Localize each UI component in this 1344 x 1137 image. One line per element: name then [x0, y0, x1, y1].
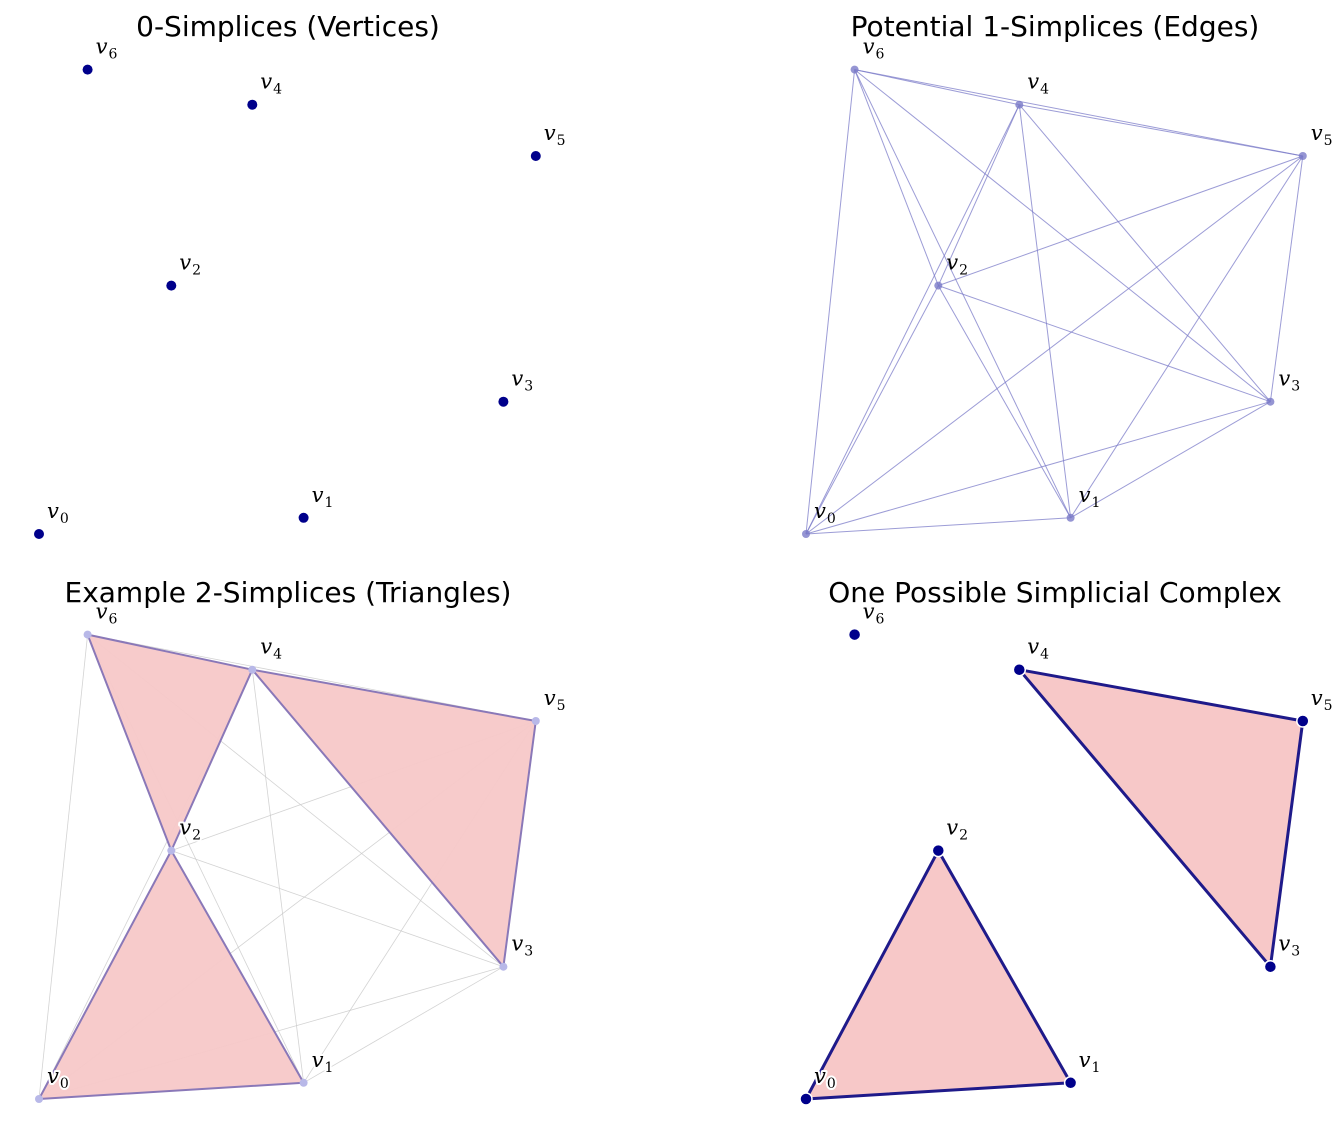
vertex-label-v5: v5 — [1311, 121, 1333, 149]
vertex-v5 — [531, 717, 540, 725]
edge-v2-v5 — [938, 155, 1303, 287]
vertex-label-v5: v5 — [1311, 686, 1333, 714]
panel-title-edges: Potential 1-Simplices (Edges) — [851, 10, 1260, 43]
vertex-label-v4: v4 — [1027, 635, 1049, 663]
vertex-label-v6: v6 — [863, 600, 885, 628]
edge-v1-v3 — [1070, 401, 1271, 519]
vertex-label-v3: v3 — [511, 367, 533, 395]
panel-title-triangles: Example 2-Simplices (Triangles) — [65, 576, 512, 609]
vertex-label-v6: v6 — [96, 35, 118, 63]
edge-v0-v6 — [805, 69, 856, 535]
edge-v1-v2 — [937, 285, 1072, 519]
complex-triangle-v0-v1-v2 — [804, 849, 1073, 1101]
vertex-label-v2: v2 — [179, 816, 201, 844]
edge-v0-v3 — [805, 401, 1271, 535]
panel-vertices: 0-Simplices (Vertices) v0 v1 v2 v3 v4 v5 v6 — [34, 10, 566, 539]
vertex-v3 — [1266, 397, 1275, 406]
vertex-v1 — [1063, 1076, 1078, 1090]
edge-v2-v6 — [854, 69, 939, 286]
vertex-v6 — [847, 627, 862, 642]
complex-triangle-v3-v4-v5 — [1017, 668, 1305, 969]
triangle-v2-v4-v6 — [86, 633, 254, 852]
edge-v0-v4 — [805, 104, 1020, 535]
vertex-v6 — [82, 64, 93, 75]
panel-title-complex: One Possible Simplicial Complex — [828, 576, 1282, 609]
vertex-label-v0: v0 — [814, 499, 836, 527]
edge-v1-v4 — [1018, 104, 1072, 518]
panel-complex-layer: v0 v1 v2 v3 v4 v5 v6 — [799, 598, 1335, 1106]
vertex-v3 — [498, 396, 509, 407]
edge-v5-v6 — [854, 69, 1303, 157]
panel-triangles: Example 2-Simplices (Triangles) v0 v1 v2 v3… — [35, 576, 568, 1103]
edge-v0-v5 — [805, 155, 1304, 535]
vertex-v2 — [166, 280, 177, 291]
vertex-v1 — [298, 512, 309, 523]
vertex-label-v0: v0 — [47, 499, 69, 527]
vertex-v4 — [1015, 100, 1024, 109]
vertex-label-v4: v4 — [260, 70, 282, 98]
vertex-v5 — [530, 151, 541, 161]
panel-complex: One Possible Simplicial Complex v0 v1 v2 v3… — [799, 576, 1335, 1106]
faint-edge-v1-v4 — [251, 669, 304, 1083]
vertex-label-v6: v6 — [96, 600, 118, 628]
vertex-label-v0: v0 — [47, 1064, 69, 1092]
vertex-label-v5: v5 — [544, 121, 566, 149]
vertex-label-v2: v2 — [179, 251, 201, 279]
vertex-label-v1: v1 — [1079, 1048, 1101, 1076]
vertex-label-v4: v4 — [1027, 70, 1049, 98]
edge-v4-v6 — [854, 69, 1020, 106]
vertex-v2 — [931, 843, 946, 858]
vertex-v1 — [1066, 513, 1075, 522]
edge-v0-v2 — [805, 285, 939, 535]
vertex-v6 — [83, 630, 92, 639]
vertex-v0 — [35, 1095, 43, 1103]
edge-v0-v1 — [805, 517, 1071, 535]
vertex-v0 — [799, 1092, 813, 1106]
vertex-v4 — [248, 665, 257, 674]
vertex-v0 — [34, 529, 44, 539]
triangle-v0-v1-v2 — [38, 849, 305, 1100]
vertex-v1 — [299, 1078, 308, 1087]
vertex-label-v1: v1 — [1079, 483, 1101, 511]
edge-v2-v4 — [937, 104, 1020, 286]
vertex-v2 — [167, 846, 176, 855]
vertex-label-v3: v3 — [511, 932, 533, 960]
edge-v3-v5 — [1269, 155, 1304, 402]
vertex-label-v1: v1 — [312, 1048, 334, 1076]
edge-v3-v6 — [854, 69, 1271, 403]
vertex-label-v2: v2 — [946, 816, 968, 844]
vertex-label-v0: v0 — [814, 1064, 836, 1092]
edge-v2-v3 — [938, 285, 1271, 403]
vertex-v5 — [1296, 714, 1310, 728]
panel-title-vertices: 0-Simplices (Vertices) — [136, 10, 440, 43]
faint-edge-v2-v3 — [171, 850, 504, 968]
vertex-label-v3: v3 — [1278, 932, 1300, 960]
vertex-label-v2: v2 — [946, 251, 968, 279]
edge-v1-v5 — [1070, 155, 1304, 519]
triangle-v3-v4-v5 — [251, 668, 537, 968]
vertex-label-v1: v1 — [312, 483, 334, 511]
edge-v4-v5 — [1019, 104, 1303, 157]
vertex-v4 — [247, 99, 258, 110]
vertex-v2 — [934, 281, 943, 290]
panel-edges: Potential 1-Simplices (Edges) v0 v1 v2 v3 v4… — [802, 10, 1333, 538]
panel-vertices-layer: v0 v1 v2 v3 v4 v5 v6 — [34, 35, 566, 539]
vertex-v3 — [499, 962, 508, 971]
vertex-label-v5: v5 — [544, 686, 566, 714]
panel-triangles-layer: v0 v1 v2 v3 v4 v5 v6 — [35, 598, 568, 1103]
vertex-label-v4: v4 — [260, 635, 282, 663]
vertex-v6 — [850, 65, 859, 74]
vertex-v4 — [1012, 662, 1027, 677]
panel-edges-layer: v0 v1 v2 v3 v4 v5 v6 — [802, 35, 1333, 538]
vertex-v0 — [802, 530, 810, 538]
edge-v3-v4 — [1018, 104, 1271, 403]
faint-edge-v0-v6 — [38, 634, 88, 1100]
faint-edge-v1-v3 — [303, 966, 504, 1084]
vertex-v5 — [1298, 152, 1307, 160]
vertex-label-v6: v6 — [863, 35, 885, 63]
vertex-label-v3: v3 — [1278, 367, 1300, 395]
vertex-v3 — [1263, 959, 1278, 974]
